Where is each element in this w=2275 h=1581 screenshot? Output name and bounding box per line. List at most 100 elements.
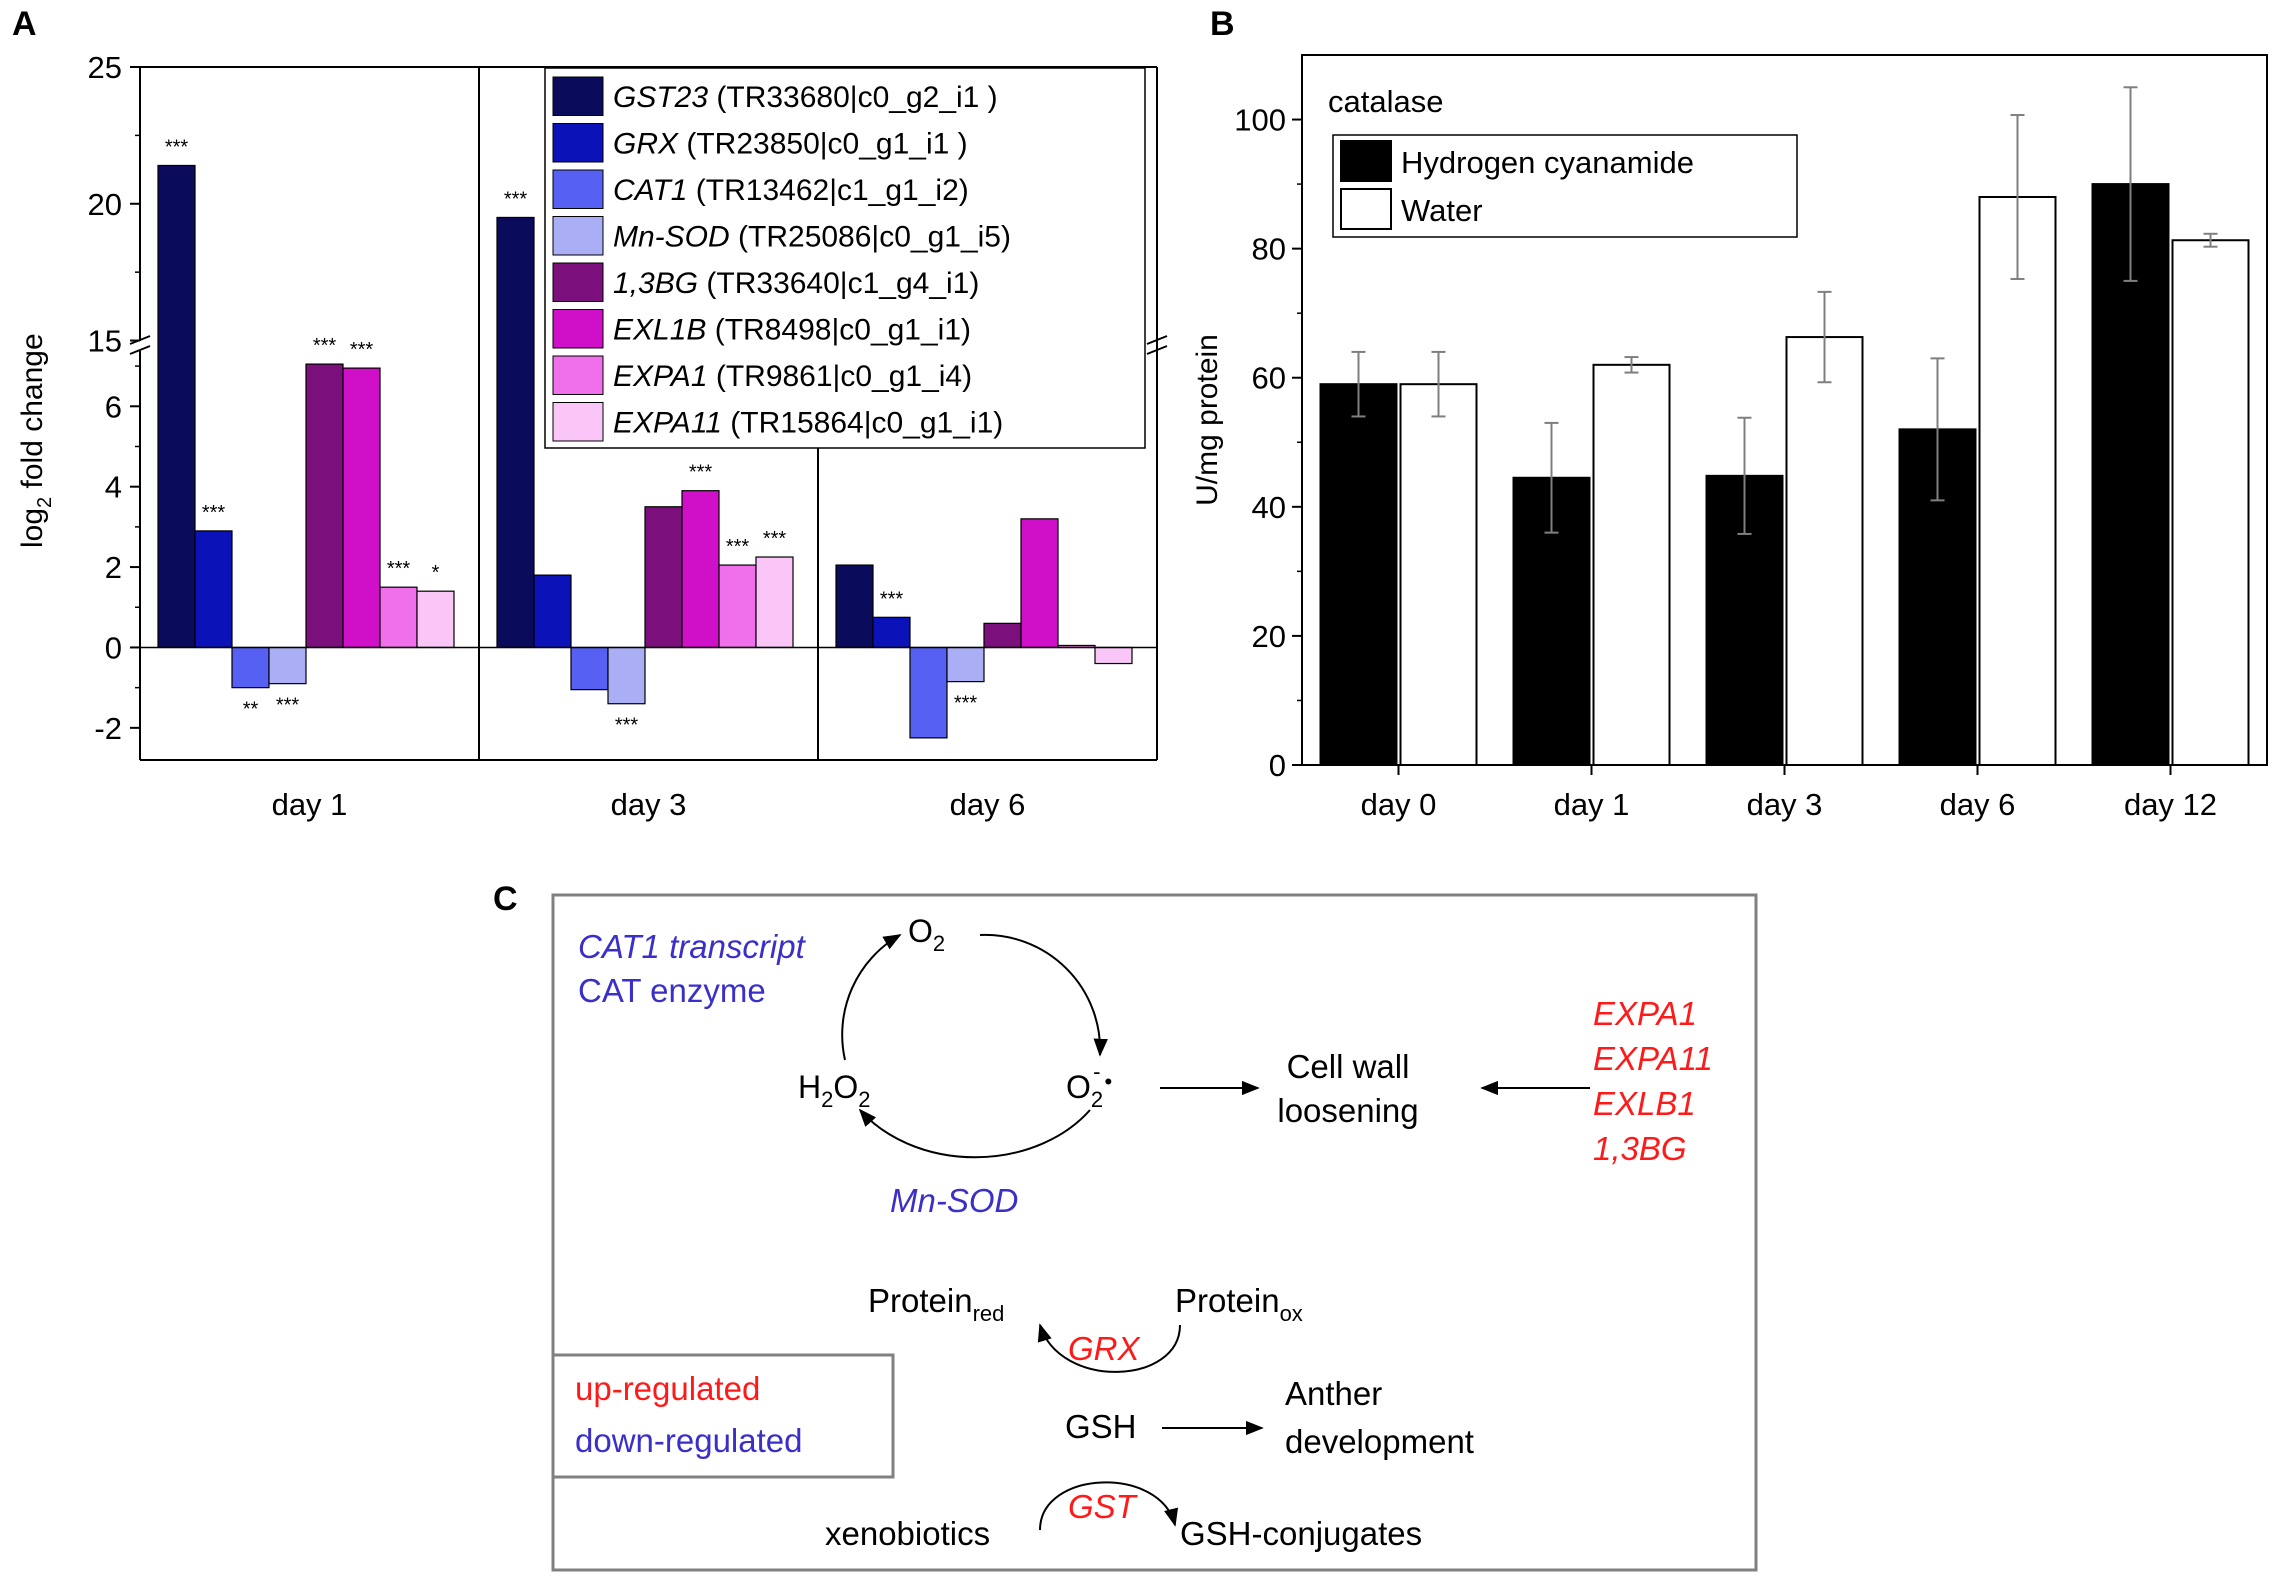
bar-hydrogen-cyanamide-day-0 <box>1319 383 1398 766</box>
protein-ox-label: Proteinox <box>1175 1282 1303 1326</box>
significance-marker: *** <box>387 558 411 580</box>
bar-water-day-3 <box>1785 336 1864 766</box>
gene-expa1: EXPA1 <box>1593 995 1697 1032</box>
bar-expa1-day-1 <box>379 586 418 649</box>
legend-entry: Hydrogen cyanamide <box>1401 145 1694 180</box>
superoxide-label: O2- • <box>1066 1059 1112 1112</box>
panel-b-title: catalase <box>1328 84 1443 119</box>
anther-label-1: Anther <box>1285 1375 1382 1412</box>
gst-arrow <box>1039 1481 1179 1531</box>
x-tick-label-day-6: day 6 <box>950 787 1026 822</box>
x-tick-label-day-1: day 1 <box>1554 787 1630 822</box>
significance-marker: *** <box>504 188 528 210</box>
bar-gst23-day-3 <box>496 216 535 649</box>
grx-label: GRX <box>1068 1330 1142 1367</box>
x-tick-label-day-6: day 6 <box>1940 787 2016 822</box>
legend-box <box>544 67 1146 449</box>
significance-marker: *** <box>880 588 904 610</box>
legend-entry: 1,3BG (TR33640|c1_g4_i1) <box>613 267 979 300</box>
bar-grx-day-1 <box>194 530 233 649</box>
legend-box <box>1332 134 1798 238</box>
bar-1-3bg-day-3 <box>644 506 683 649</box>
bar-exl1b-day-1 <box>342 367 381 649</box>
panel-b-legend: Hydrogen cyanamide Water <box>1332 134 1798 238</box>
bar-cat1-day-6 <box>909 646 948 739</box>
y-tick-label: 15 <box>88 324 122 359</box>
bar-cat1-day-1 <box>231 646 270 689</box>
bar-mn-sod-day-1 <box>268 646 307 685</box>
panel-label-a: A <box>12 5 37 43</box>
legend-entry: CAT1 (TR13462|c1_g1_i2) <box>613 174 969 207</box>
bar-1-3bg-day-1 <box>305 363 344 649</box>
gst-label: GST <box>1068 1488 1139 1525</box>
bar-expa11-day-1 <box>416 590 455 649</box>
cycle-arrow-superoxide-to-h2o2 <box>858 1108 1091 1159</box>
x-tick-label-day-3: day 3 <box>611 787 687 822</box>
bar-mn-sod-day-6 <box>946 646 985 683</box>
legend-swatch <box>1340 140 1392 182</box>
panel-a-chart: ******** ****** ****** ************* *******… <box>16 50 1168 822</box>
y-tick-label: 4 <box>105 470 122 505</box>
legend-entry: GRX (TR23850|c0_g1_i1 ) <box>613 128 968 161</box>
y-tick-label: -2 <box>94 711 122 746</box>
x-tick-label-day-12: day 12 <box>2124 787 2217 822</box>
y-tick-label: 2 <box>105 550 122 585</box>
significance-marker: ** <box>243 699 259 721</box>
diagram-legend-box <box>551 1353 895 1479</box>
bar-mn-sod-day-3 <box>607 646 646 705</box>
axis-break-right <box>1146 335 1168 355</box>
panel-a-x-ticks: day 1 day 3 day 6 <box>272 787 1026 822</box>
diagram-frame <box>551 893 1758 1572</box>
panel-b-bars <box>1319 86 2250 767</box>
panel-b-x-ticks: day 0 day 1 day 3 day 6 day 12 <box>1361 765 2217 822</box>
y-tick-label: 20 <box>1252 619 1286 654</box>
y-label-log: log <box>16 508 49 548</box>
y-tick-label: 6 <box>105 389 122 424</box>
bar-water-day-6 <box>1978 196 2057 766</box>
h2o2-label: H2O2 <box>798 1069 871 1112</box>
y-tick-label: 0 <box>1269 748 1286 783</box>
panel-a-y-axis-label: log2 fold change <box>16 333 56 548</box>
legend-swatch <box>552 216 604 256</box>
y-tick-label: 80 <box>1252 232 1286 267</box>
legend-swatch <box>552 76 604 116</box>
bar-1-3bg-day-6 <box>983 622 1022 649</box>
protein-red-label: Proteinred <box>868 1282 1004 1326</box>
panel-label-b: B <box>1210 5 1235 43</box>
significance-marker: *** <box>615 715 639 737</box>
bar-gst23-day-6 <box>835 564 874 649</box>
bar-water-day-0 <box>1399 383 1478 766</box>
legend-entry: Water <box>1401 193 1483 228</box>
bar-grx-day-3 <box>533 574 572 649</box>
significance-marker: *** <box>350 339 374 361</box>
y-tick-label: 40 <box>1252 490 1286 525</box>
cell-wall-label-2: loosening <box>1277 1092 1418 1129</box>
cell-wall-label-1: Cell wall <box>1287 1048 1410 1085</box>
y-label-rest: fold change <box>16 333 49 496</box>
legend-down-regulated: down-regulated <box>575 1422 803 1459</box>
legend-swatch <box>552 123 604 163</box>
gene-1-3bg: 1,3BG <box>1593 1130 1687 1167</box>
legend-entry: Mn-SOD (TR25086|c0_g1_i5) <box>613 221 1011 254</box>
bar-water-day-1 <box>1592 363 1671 766</box>
bar-hydrogen-cyanamide-day-6 <box>1898 428 1977 766</box>
panel-c-diagram: CAT1 transcript CAT enzyme O2 O2- • H2O2 … <box>551 893 1758 1572</box>
y-tick-label: 0 <box>105 630 122 665</box>
xenobiotics-label: xenobiotics <box>825 1515 990 1552</box>
y-tick-label: 100 <box>1234 103 1286 138</box>
legend-up-regulated: up-regulated <box>575 1370 760 1407</box>
significance-marker: *** <box>313 335 337 357</box>
cell-wall-genes: EXPA1 EXPA11 EXLB1 1,3BG <box>1593 995 1713 1167</box>
legend-swatch <box>552 402 604 442</box>
bar-expa1-day-3 <box>718 564 757 649</box>
panel-a-legend: GST23 (TR33680|c0_g2_i1 ) GRX (TR23850|c0… <box>544 67 1146 449</box>
significance-marker: *** <box>689 462 713 484</box>
significance-marker: *** <box>276 695 300 717</box>
legend-swatch <box>552 262 604 302</box>
gene-expa11: EXPA11 <box>1593 1040 1713 1077</box>
panel-label-c: C <box>493 880 518 918</box>
cycle-arrow-o2-to-superoxide <box>979 933 1108 1057</box>
gsh-label: GSH <box>1065 1408 1137 1445</box>
y-tick-label: 60 <box>1252 361 1286 396</box>
